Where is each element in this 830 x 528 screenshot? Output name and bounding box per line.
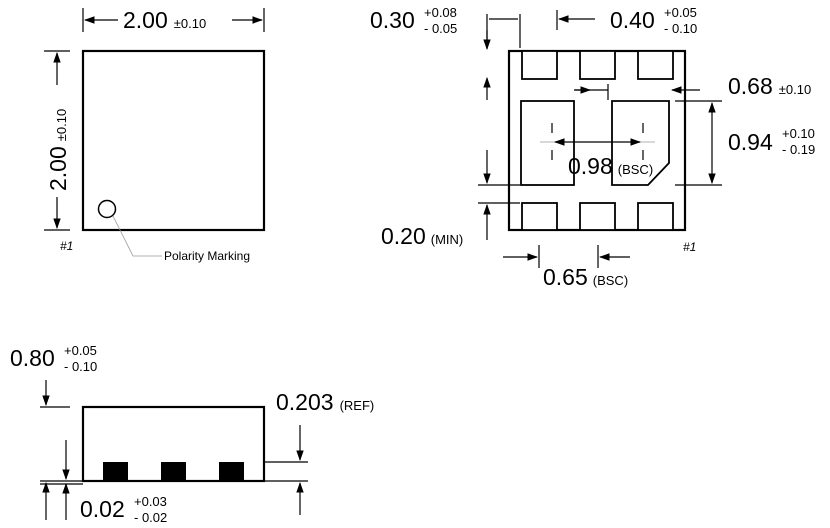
pad-width-tol-minus: - 0.10: [664, 21, 697, 36]
standoff-dim: 0.02: [80, 496, 125, 522]
gap-dim: 0.20 (MIN): [381, 223, 463, 249]
ep-height-tol-plus: +0.10: [782, 126, 815, 141]
ep-height-dim: 0.94: [728, 129, 773, 155]
width-dim: 2.00 ±0.10: [123, 7, 206, 33]
pad-length-dim: 0.30: [370, 7, 415, 33]
pad: [637, 50, 674, 80]
side-height-tol-plus: +0.05: [64, 343, 97, 358]
exposed-pad-left: [520, 100, 575, 186]
svg-text:2.00±0.10: 2.00±0.10: [45, 109, 71, 191]
pad-width-tol-plus: +0.05: [664, 5, 697, 20]
polarity-dot: [97, 199, 117, 219]
pad: [521, 202, 558, 231]
pad: [637, 202, 674, 231]
pad: [579, 202, 616, 231]
bottom-pin1-label: #1: [683, 240, 696, 254]
pad: [521, 50, 558, 80]
bottom-view: 0.98 (BSC) 0.30 +0.08 - 0.05 0.40 +0.05 -…: [370, 5, 815, 290]
top-pin1-label: #1: [60, 239, 73, 253]
standoff-tol-minus: - 0.02: [134, 510, 167, 525]
top-view-body: [81, 49, 266, 232]
side-lead: [103, 462, 128, 481]
pitch-dim: 0.65 (BSC): [543, 264, 628, 290]
side-height-tol-minus: - 0.10: [64, 359, 97, 374]
top-view: Polarity Marking #1 2.00 ±0.10 2.00±0.10: [44, 7, 266, 263]
side-view: 0.80 +0.05 - 0.10 0.02 +0.03 - 0.02 0.20…: [10, 343, 374, 525]
pad: [579, 50, 616, 80]
pad-length-tol-plus: +0.08: [424, 5, 457, 20]
polarity-label: Polarity Marking: [164, 249, 250, 263]
side-lead: [219, 462, 244, 481]
ep-pitch-dim: 0.98 (BSC): [568, 153, 653, 179]
standoff-tol-plus: +0.03: [134, 494, 167, 509]
pad-width-dim: 0.40: [610, 7, 655, 33]
side-lead: [161, 462, 186, 481]
lead-thickness-dim: 0.203 (REF): [276, 389, 374, 415]
polarity-leader: [112, 215, 162, 257]
height-dim: 2.00±0.10: [45, 109, 71, 191]
ep-width-dim: 0.68 ±0.10: [728, 73, 811, 99]
pad-length-tol-minus: - 0.05: [424, 21, 457, 36]
side-height-dim: 0.80: [10, 345, 55, 371]
ep-height-tol-minus: - 0.19: [782, 142, 815, 157]
